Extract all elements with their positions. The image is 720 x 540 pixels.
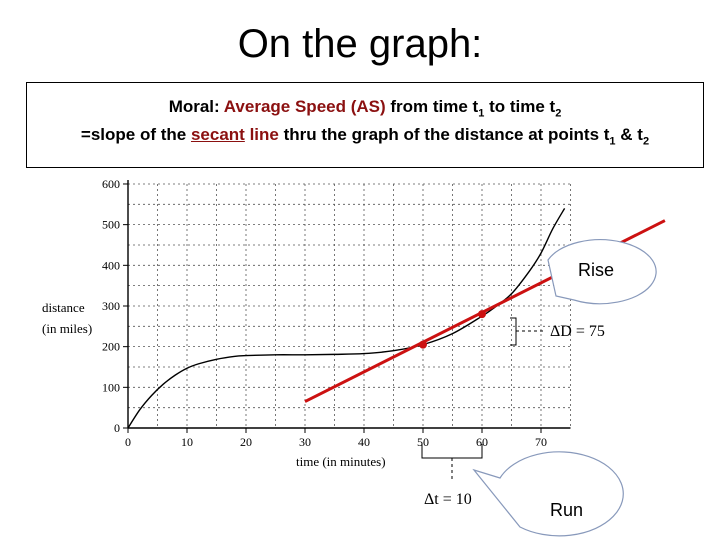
secant-point (419, 340, 427, 349)
run-label: Run (550, 500, 583, 520)
y-tick-label: 0 (114, 421, 120, 435)
x-tick-label: 10 (181, 435, 193, 449)
x-tick-label: 20 (240, 435, 252, 449)
y-tick-label: 400 (102, 258, 120, 272)
secant-points (419, 310, 486, 349)
delta-d-label: ΔD = 75 (550, 323, 605, 340)
y-tick-label: 500 (102, 218, 120, 232)
to-time-text: to time t (484, 97, 556, 116)
moral-line-1: Moral: Average Speed (AS) from time t1 t… (27, 97, 703, 119)
line-word: line (244, 125, 279, 144)
moral-line-2: =slope of the secant line thru the graph… (27, 125, 703, 147)
delta-t-label: Δt = 10 (424, 491, 472, 508)
t2-subscript: 2 (555, 107, 562, 120)
secant-point (478, 310, 486, 319)
y-tick-label: 600 (102, 177, 120, 191)
average-speed-label: Average Speed (AS) (223, 97, 386, 116)
chart-axes (127, 179, 571, 429)
from-time-text: from time t (385, 97, 479, 116)
t1-subscript: 1 (478, 107, 485, 120)
x-tick-label: 50 (417, 435, 429, 449)
y-axis-label-line1: distance (42, 300, 85, 315)
rest-text: thru the graph of the distance at points… (278, 125, 610, 144)
t2b-subscript: 2 (642, 135, 650, 148)
x-tick-label: 40 (358, 435, 370, 449)
rise-callout (547, 239, 657, 305)
slide-title: On the graph: (237, 22, 483, 66)
delta-d-bracket (510, 317, 517, 346)
x-tick-label: 70 (535, 435, 547, 449)
run-callout (472, 451, 624, 537)
amp-text: & t (615, 125, 643, 144)
x-tick-label: 60 (476, 435, 488, 449)
y-tick-label: 300 (102, 299, 120, 313)
y-tick-label: 200 (102, 340, 120, 354)
x-tick-label: 0 (125, 435, 131, 449)
x-tick-label: 30 (299, 435, 311, 449)
chart-grid (128, 183, 571, 428)
distance-curve (127, 208, 566, 429)
y-tick-label: 100 (102, 380, 120, 394)
delta-t-bracket (421, 444, 483, 459)
t1b-subscript: 1 (609, 135, 616, 148)
moral-prefix: Moral: (168, 97, 224, 116)
rise-label: Rise (578, 260, 614, 280)
x-axis-label: time (in minutes) (296, 454, 386, 469)
moral-box: Moral: Average Speed (AS) from time t1 t… (26, 82, 704, 168)
y-axis-label-line2: (in miles) (42, 321, 92, 336)
eq-slope-text: =slope of the (80, 125, 191, 144)
chart-ticks: 0 10 20 30 40 50 60 70 0 100 200 300 400 500 600 (102, 177, 547, 449)
secant-word: secant (190, 125, 245, 144)
